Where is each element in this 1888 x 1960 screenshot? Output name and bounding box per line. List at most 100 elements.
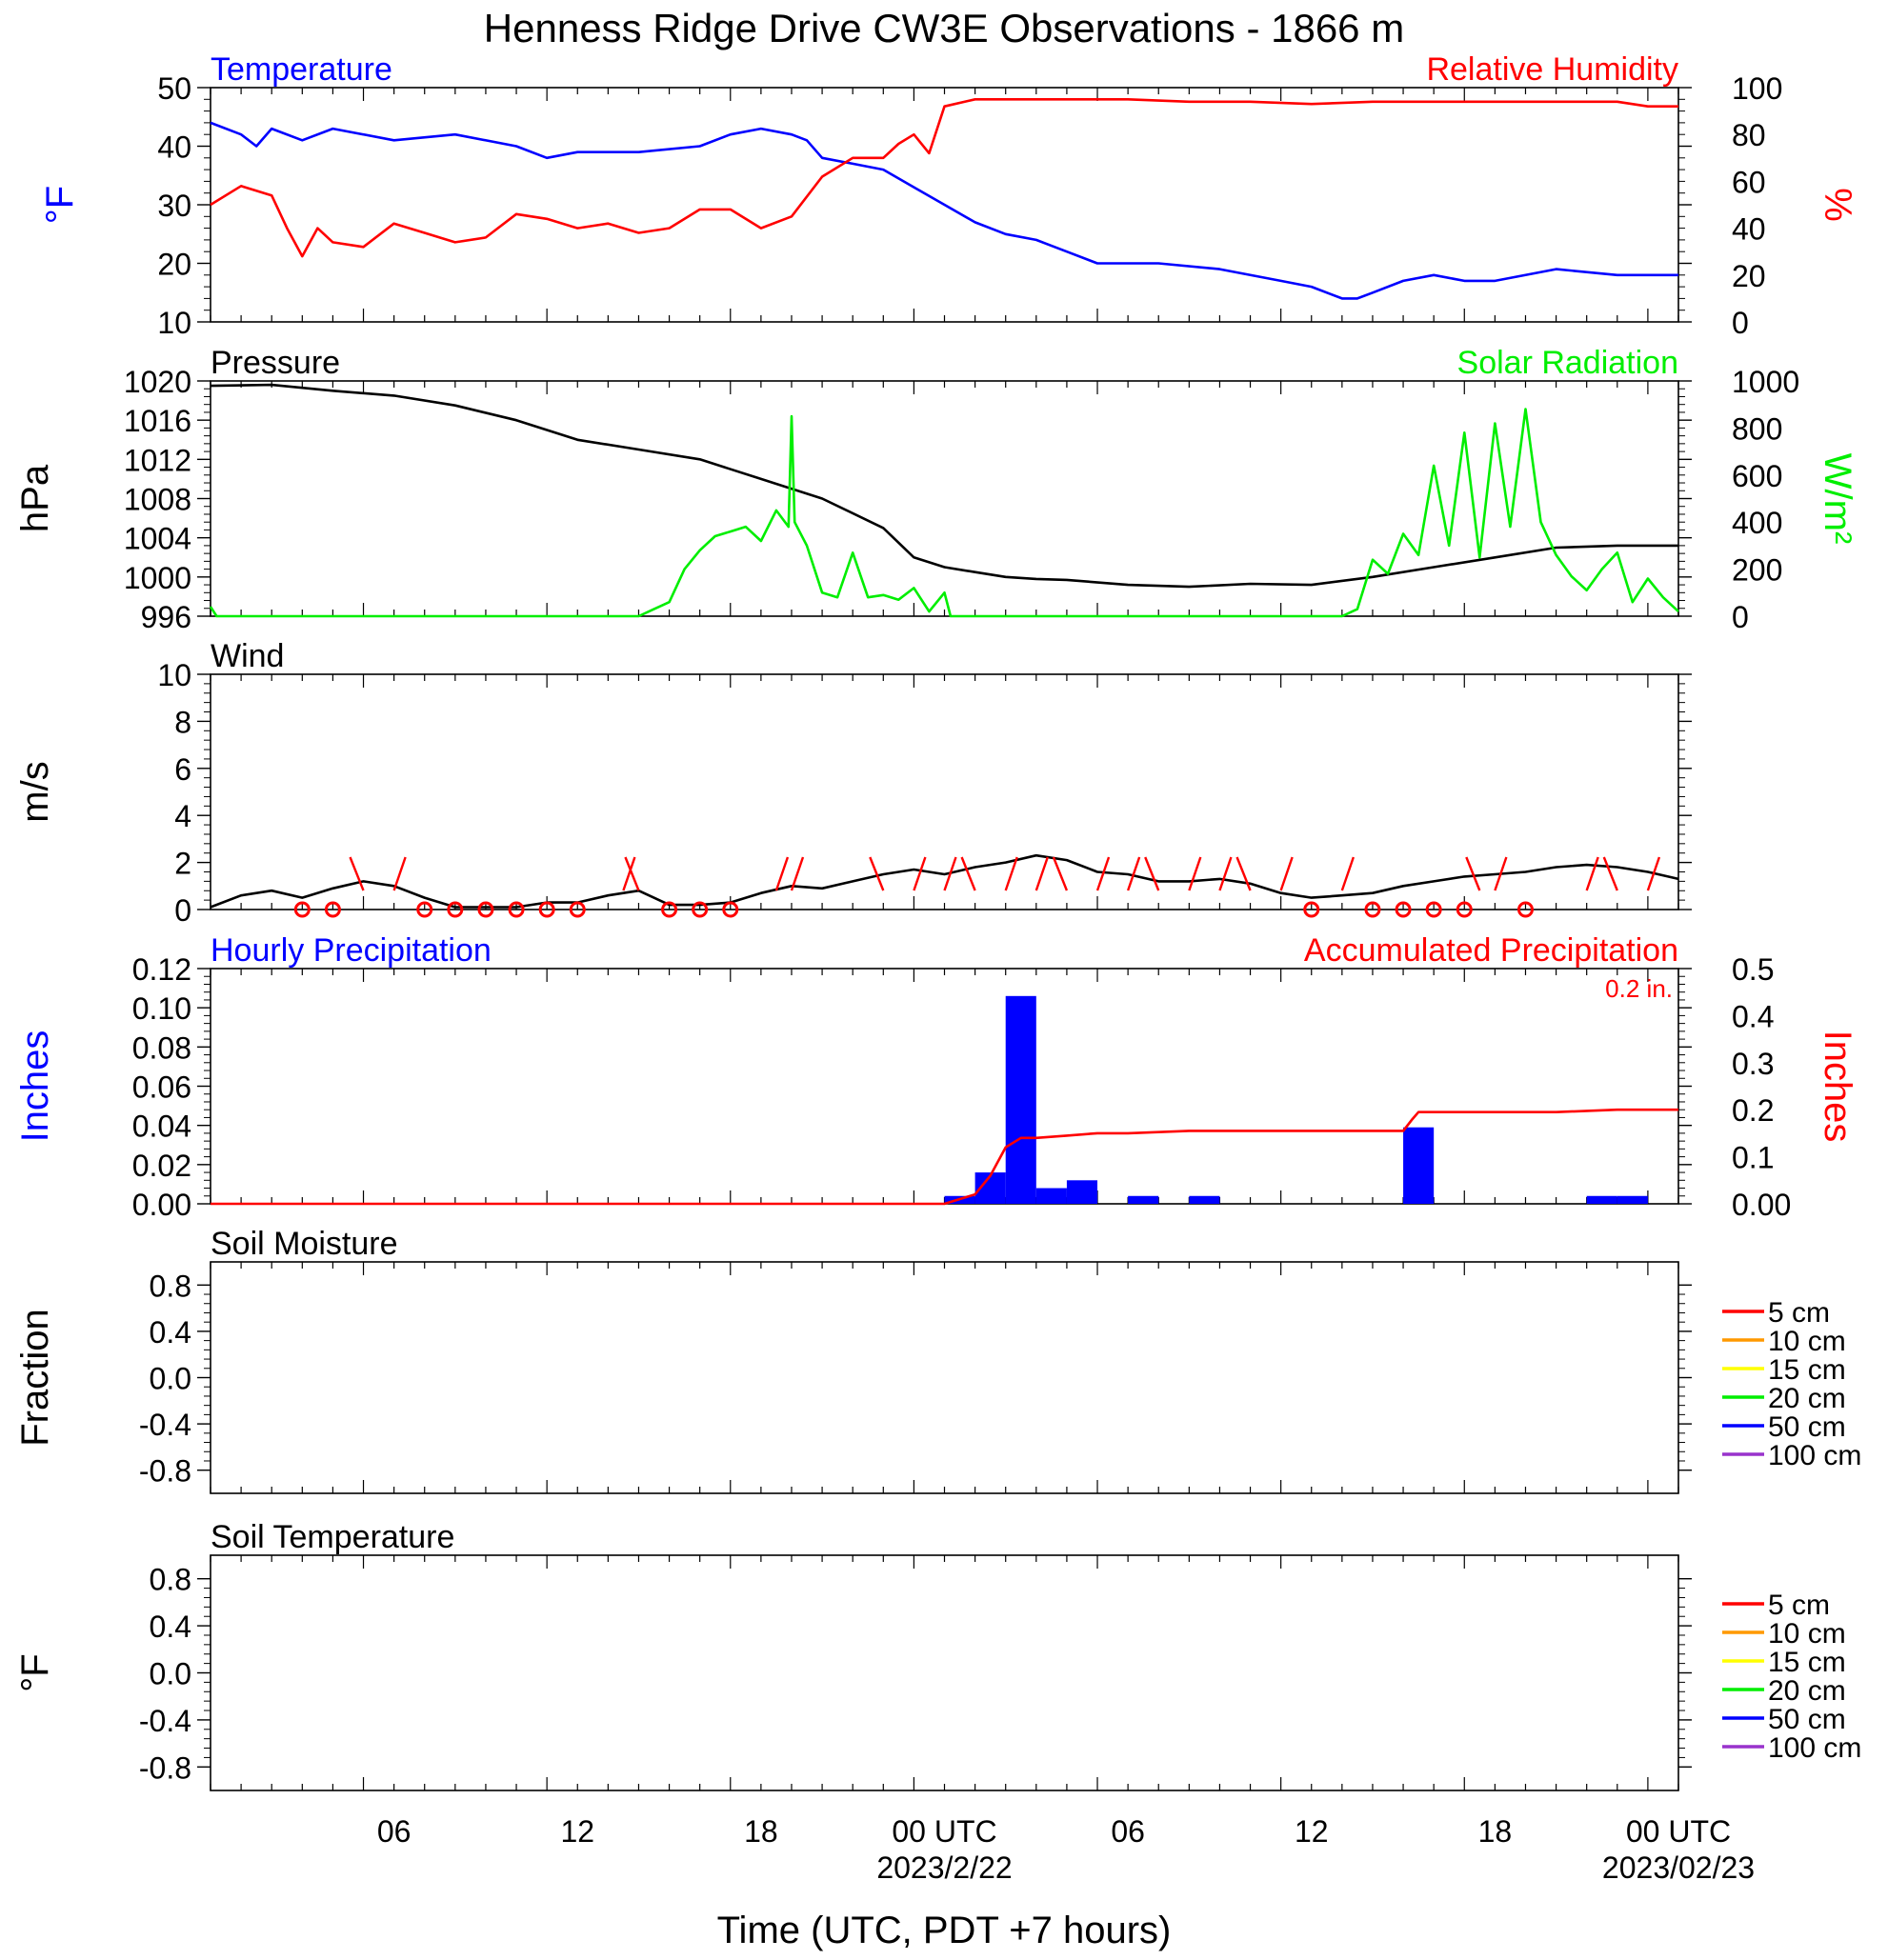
wind-barb [1602,856,1618,891]
series-line-temperature [210,121,1678,300]
wind-barb [1465,856,1481,891]
legend-label: 5 cm [1768,1590,1830,1621]
x-tick-label: 18 [744,1814,778,1849]
y-axis-units-right: W/m² [1817,453,1858,545]
calm-marker [1364,901,1381,918]
y-tick-label-left: 8 [174,705,191,739]
calm-marker [661,901,678,918]
y-tick-label-right: 600 [1732,459,1782,493]
x-tick-label: 06 [377,1814,412,1849]
wind-barb [1095,856,1111,891]
y-tick-label-left: 10 [157,306,191,340]
wind-barb [1494,856,1508,891]
calm-marker [508,901,525,918]
y-tick-label-right: 400 [1732,506,1782,540]
wind-barb [1279,856,1294,891]
y-tick-label-right: 200 [1732,553,1782,588]
y-tick-label-right: 60 [1732,165,1766,199]
panel-title-left: Temperature [211,51,392,88]
y-tick-label-left: 0.4 [150,1610,191,1644]
wind-barb [622,856,636,891]
legend-label: 20 cm [1768,1675,1846,1707]
precip-bar [1403,1127,1435,1204]
precip-bar [1189,1195,1220,1204]
x-date-label: 2023/2/22 [876,1850,1012,1885]
y-tick-label-left: 0.0 [150,1362,191,1396]
precip-bar [1586,1195,1617,1204]
y-tick-label-left: 40 [157,130,191,165]
series-line-pressure [210,383,1678,589]
wind-barb [774,856,790,891]
calm-marker [722,901,739,918]
calm-marker [477,901,494,918]
y-tick-label-right: 80 [1732,118,1766,152]
y-tick-label-left: -0.4 [139,1408,191,1442]
panel-frame-soil_moisture [210,1261,1679,1494]
panel-title-left: Wind [211,638,284,674]
legend-label: 100 cm [1768,1440,1861,1471]
y-tick-label-left: 1004 [124,522,191,556]
wind-barb [1052,856,1069,891]
legend-label: 15 cm [1768,1647,1846,1678]
calm-marker [538,901,555,918]
y-tick-label-right: 800 [1732,411,1782,446]
y-tick-label-left: 996 [141,600,191,634]
panel-title-left: Hourly Precipitation [211,932,492,969]
wind-barb [913,856,927,891]
y-tick-label-right: 20 [1732,259,1766,293]
legend-label: 100 cm [1768,1732,1861,1764]
panel-frame-precip [210,968,1679,1205]
precip-bar [1617,1195,1648,1204]
y-tick-label-right: 0.3 [1732,1047,1774,1081]
calm-marker [692,901,709,918]
precip-total-label: 0.2 in. [1605,974,1673,1003]
y-tick-label-left: 6 [174,752,191,787]
y-tick-label-left: -0.4 [139,1704,191,1738]
x-tick-label: 00 UTC [1626,1814,1731,1849]
chart-title: Henness Ridge Drive CW3E Observations - … [484,6,1404,50]
panel-frame-pressure [210,380,1679,617]
y-tick-label-left: 0.00 [132,1188,191,1222]
panel-title-right: Solar Radiation [1457,345,1678,381]
wind-barb [1585,856,1599,891]
y-tick-label-left: 0.8 [150,1563,191,1597]
y-tick-label-left: 0 [174,893,191,928]
calm-marker [1516,901,1534,918]
wind-barb [1004,856,1018,891]
precip-bar [1005,995,1036,1204]
y-tick-label-right: 0 [1732,306,1749,340]
wind-barb [869,856,885,891]
wind-barb [1218,856,1233,891]
legend-label: 20 cm [1768,1383,1846,1414]
panel-frame-soil_temp [210,1554,1679,1791]
y-tick-label-left: 30 [157,189,191,223]
y-axis-units-right: Inches [1817,1030,1858,1143]
y-tick-label-left: 0.04 [132,1110,191,1144]
calm-marker [1395,901,1412,918]
y-tick-label-left: 0.10 [132,991,191,1026]
legend-label: 10 cm [1768,1618,1846,1650]
y-axis-units-left: °F [39,186,81,224]
y-tick-label-right: 1000 [1732,365,1799,399]
panel-title-left: Soil Moisture [211,1226,398,1262]
wind-barb [392,856,407,891]
y-tick-label-left: 0.12 [132,952,191,987]
x-tick-label: 06 [1111,1814,1145,1849]
y-tick-label-left: 0.02 [132,1149,191,1183]
panel-frames [197,87,1692,1791]
y-tick-label-left: -0.8 [139,1454,191,1489]
panel-title-right: Relative Humidity [1426,51,1678,88]
y-tick-label-right: 0.1 [1732,1141,1774,1175]
calm-marker [1456,901,1473,918]
y-tick-label-right: 40 [1732,212,1766,247]
y-tick-label-left: 1000 [124,561,191,595]
series-line-accumulated-precipitation [211,1108,1678,1206]
calm-marker [293,901,311,918]
y-tick-label-left: 1016 [124,404,191,438]
legend-label: 50 cm [1768,1704,1846,1735]
wind-barb [1126,856,1141,891]
panel-title-left: Pressure [211,345,340,381]
calm-marker [1303,901,1320,918]
precip-bar [1128,1195,1159,1204]
